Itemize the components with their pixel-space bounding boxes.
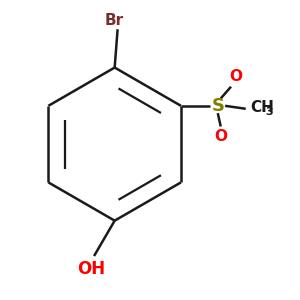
Text: Br: Br: [105, 13, 124, 28]
Text: O: O: [214, 129, 227, 144]
Text: S: S: [211, 97, 224, 115]
Text: 3: 3: [265, 107, 272, 117]
Text: CH: CH: [250, 100, 274, 116]
Text: OH: OH: [77, 260, 105, 278]
Text: O: O: [229, 69, 242, 84]
